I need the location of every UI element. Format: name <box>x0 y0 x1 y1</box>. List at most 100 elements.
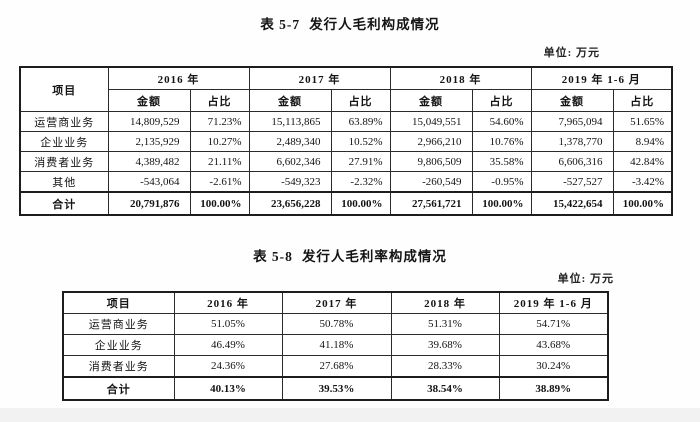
gross-profit-table: 项目 2016 年 2017 年 2018 年 2019 年 1-6 月 金额 … <box>19 66 674 216</box>
table-row-carrier: 运营商业务 51.05% 50.78% 51.31% 54.71% <box>62 313 609 335</box>
row-label: 消费者业务 <box>19 151 109 172</box>
margin-cell: 39.68% <box>390 334 500 356</box>
share-cell: 42.84% <box>612 151 673 172</box>
amount-cell: 23,656,228 <box>248 191 332 216</box>
share-cell: -2.61% <box>189 171 250 193</box>
table-5-7-number: 表 5-7 <box>260 17 301 32</box>
col-header-year-2016: 2016 年 <box>173 291 283 314</box>
margin-cell: 30.24% <box>498 355 609 378</box>
col-header-amount: 金额 <box>530 89 614 112</box>
col-header-share: 占比 <box>471 89 532 112</box>
margin-cell: 27.68% <box>281 355 392 378</box>
margin-cell: 50.78% <box>281 313 392 335</box>
share-cell: 35.58% <box>471 151 532 172</box>
share-cell: -0.95% <box>471 171 532 193</box>
table-5-8-number: 表 5-8 <box>253 249 293 264</box>
share-cell: 51.65% <box>612 111 673 132</box>
share-cell: 100.00% <box>330 191 391 216</box>
gross-margin-table: 项目 2016 年 2017 年 2018 年 2019 年 1-6 月 运营商… <box>62 291 609 401</box>
col-header-year-2019h1: 2019 年 1-6 月 <box>498 291 609 314</box>
col-header-item: 项目 <box>62 291 175 314</box>
share-cell: 54.60% <box>471 111 532 132</box>
amount-cell: 1,378,770 <box>530 131 614 152</box>
table-5-7-title: 表 5-7 发行人毛利构成情况 <box>0 13 700 33</box>
col-header-amount: 金额 <box>107 89 191 112</box>
col-header-year-2019h1: 2019 年 1-6 月 <box>530 66 673 90</box>
total-label: 合计 <box>62 376 175 401</box>
amount-cell: 2,489,340 <box>248 131 332 152</box>
amount-cell: 14,809,529 <box>107 111 191 132</box>
table-5-8-caption: 发行人毛利率构成情况 <box>301 249 447 264</box>
col-header-year-2018: 2018 年 <box>390 291 500 314</box>
table-5-8-title: 表 5-8 发行人毛利率构成情况 <box>0 245 700 265</box>
row-label: 企业业务 <box>19 131 109 152</box>
col-header-share: 占比 <box>330 89 391 112</box>
share-cell: 10.76% <box>471 131 532 152</box>
amount-cell: 2,966,210 <box>389 131 473 152</box>
margin-cell: 41.18% <box>281 334 392 356</box>
margin-cell: 54.71% <box>498 313 609 335</box>
col-header-year-2016: 2016 年 <box>107 66 250 90</box>
col-header-year-2017: 2017 年 <box>281 291 392 314</box>
amount-cell: -549,323 <box>248 171 332 193</box>
row-label: 消费者业务 <box>62 355 175 378</box>
amount-cell: 4,389,482 <box>107 151 191 172</box>
share-cell: 63.89% <box>330 111 391 132</box>
table-5-7-caption: 发行人毛利构成情况 <box>309 17 440 32</box>
total-label: 合计 <box>19 191 109 216</box>
table-5-7-unit-label: 单位: 万元 <box>543 47 600 59</box>
row-label: 运营商业务 <box>19 111 109 132</box>
share-cell: 71.23% <box>189 111 250 132</box>
table-row-total: 合计 40.13% 39.53% 38.54% 38.89% <box>62 376 609 401</box>
col-header-year-2018: 2018 年 <box>389 66 532 90</box>
table-header-row-years: 项目 2016 年 2017 年 2018 年 2019 年 1-6 月 <box>19 66 673 112</box>
col-header-amount: 金额 <box>248 89 332 112</box>
share-cell: 100.00% <box>189 191 250 216</box>
share-cell: 10.27% <box>189 131 250 152</box>
share-cell: 100.00% <box>612 191 673 216</box>
page-bottom-shade <box>0 408 700 422</box>
amount-cell: 6,602,346 <box>248 151 332 172</box>
row-label: 企业业务 <box>62 334 175 356</box>
amount-cell: 9,806,509 <box>389 151 473 172</box>
amount-cell: 20,791,876 <box>107 191 191 216</box>
amount-cell: -527,527 <box>530 171 614 193</box>
margin-cell: 51.31% <box>390 313 500 335</box>
share-cell: -2.32% <box>330 171 391 193</box>
table-header-row: 项目 2016 年 2017 年 2018 年 2019 年 1-6 月 <box>62 291 609 314</box>
amount-cell: 15,422,654 <box>530 191 614 216</box>
table-row-carrier: 运营商业务 14,809,529 71.23% 15,113,865 63.89… <box>19 111 673 132</box>
margin-cell: 43.68% <box>498 334 609 356</box>
amount-cell: 6,606,316 <box>530 151 614 172</box>
margin-cell: 38.54% <box>390 376 500 401</box>
share-cell: -3.42% <box>612 171 673 193</box>
share-cell: 100.00% <box>471 191 532 216</box>
share-cell: 27.91% <box>330 151 391 172</box>
margin-cell: 38.89% <box>498 376 609 401</box>
table-row-consumer: 消费者业务 24.36% 27.68% 28.33% 30.24% <box>62 355 609 378</box>
col-header-share: 占比 <box>612 89 673 112</box>
margin-cell: 28.33% <box>390 355 500 378</box>
amount-cell: 15,113,865 <box>248 111 332 132</box>
amount-cell: 27,561,721 <box>389 191 473 216</box>
table-row-total: 合计 20,791,876 100.00% 23,656,228 100.00%… <box>19 191 673 216</box>
table-row-enterprise: 企业业务 2,135,929 10.27% 2,489,340 10.52% 2… <box>19 131 673 152</box>
margin-cell: 46.49% <box>173 334 283 356</box>
table-row-enterprise: 企业业务 46.49% 41.18% 39.68% 43.68% <box>62 334 609 356</box>
col-header-item: 项目 <box>19 66 109 112</box>
table-header-row-sub: 金额 占比 金额 占比 金额 占比 金额 占比 <box>20 89 673 112</box>
margin-cell: 39.53% <box>281 376 392 401</box>
margin-cell: 51.05% <box>173 313 283 335</box>
col-header-year-2017: 2017 年 <box>248 66 391 90</box>
table-5-8-unit-label: 单位: 万元 <box>557 273 614 285</box>
share-cell: 10.52% <box>330 131 391 152</box>
table-row-consumer: 消费者业务 4,389,482 21.11% 6,602,346 27.91% … <box>19 151 673 172</box>
amount-cell: -543,064 <box>107 171 191 193</box>
table-row-other: 其他 -543,064 -2.61% -549,323 -2.32% -260,… <box>19 171 673 193</box>
col-header-share: 占比 <box>189 89 250 112</box>
amount-cell: 7,965,094 <box>530 111 614 132</box>
amount-cell: 15,049,551 <box>389 111 473 132</box>
share-cell: 8.94% <box>612 131 673 152</box>
share-cell: 21.11% <box>189 151 250 172</box>
